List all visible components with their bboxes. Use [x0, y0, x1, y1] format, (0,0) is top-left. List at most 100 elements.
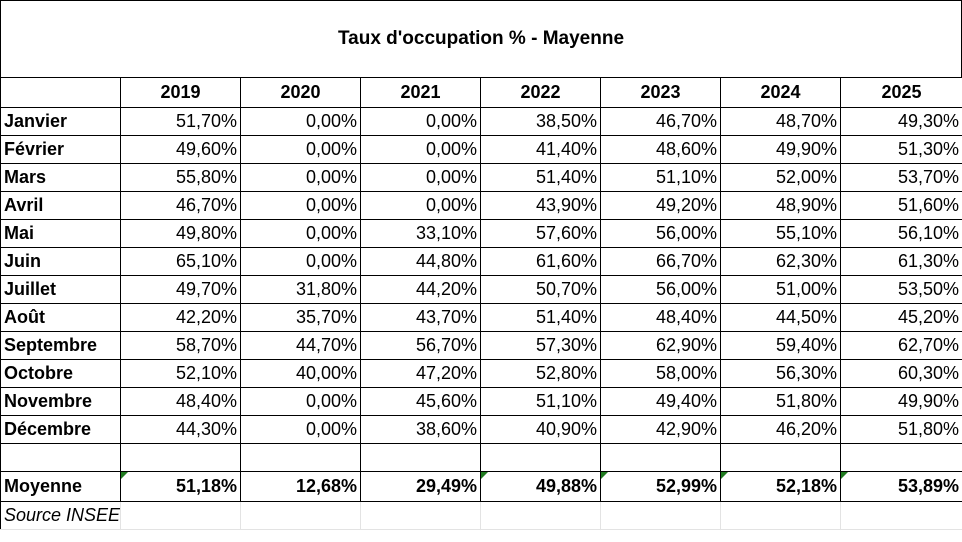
value-cell[interactable]: 57,60% — [480, 219, 601, 248]
value-cell[interactable]: 0,00% — [240, 163, 361, 192]
column-header-2020[interactable]: 2020 — [240, 77, 361, 108]
value-cell[interactable]: 40,90% — [480, 415, 601, 444]
average-value-cell[interactable]: 52,99% — [600, 471, 721, 502]
value-cell[interactable]: 0,00% — [240, 135, 361, 164]
value-cell[interactable]: 49,90% — [840, 387, 962, 416]
error-indicator-icon[interactable] — [841, 472, 848, 479]
value-cell[interactable]: 0,00% — [240, 415, 361, 444]
value-cell[interactable]: 51,80% — [840, 415, 962, 444]
value-cell[interactable]: 56,10% — [840, 219, 962, 248]
value-cell[interactable]: 51,10% — [480, 387, 601, 416]
average-value-cell[interactable]: 29,49% — [360, 471, 481, 502]
value-cell[interactable]: 55,80% — [120, 163, 241, 192]
error-indicator-icon[interactable] — [121, 472, 128, 479]
value-cell[interactable]: 47,20% — [360, 359, 481, 388]
value-cell[interactable]: 49,20% — [600, 191, 721, 220]
empty-cell[interactable] — [360, 501, 481, 530]
value-cell[interactable]: 44,70% — [240, 331, 361, 360]
empty-cell[interactable] — [600, 501, 721, 530]
value-cell[interactable]: 0,00% — [360, 191, 481, 220]
value-cell[interactable]: 51,00% — [720, 275, 841, 304]
row-label[interactable]: Janvier — [0, 107, 121, 136]
row-label[interactable]: Novembre — [0, 387, 121, 416]
value-cell[interactable]: 44,80% — [360, 247, 481, 276]
value-cell[interactable]: 0,00% — [240, 107, 361, 136]
value-cell[interactable]: 35,70% — [240, 303, 361, 332]
empty-cell[interactable] — [480, 501, 601, 530]
empty-cell[interactable] — [240, 501, 361, 530]
empty-cell[interactable] — [720, 501, 841, 530]
value-cell[interactable]: 49,70% — [120, 275, 241, 304]
value-cell[interactable]: 53,50% — [840, 275, 962, 304]
column-header-2021[interactable]: 2021 — [360, 77, 481, 108]
empty-cell[interactable] — [120, 443, 241, 472]
value-cell[interactable]: 38,60% — [360, 415, 481, 444]
value-cell[interactable]: 49,60% — [120, 135, 241, 164]
average-value-cell[interactable]: 52,18% — [720, 471, 841, 502]
value-cell[interactable]: 46,20% — [720, 415, 841, 444]
value-cell[interactable]: 42,20% — [120, 303, 241, 332]
value-cell[interactable]: 56,70% — [360, 331, 481, 360]
value-cell[interactable]: 58,70% — [120, 331, 241, 360]
value-cell[interactable]: 0,00% — [240, 219, 361, 248]
empty-cell[interactable] — [600, 443, 721, 472]
value-cell[interactable]: 46,70% — [120, 191, 241, 220]
column-header-2024[interactable]: 2024 — [720, 77, 841, 108]
value-cell[interactable]: 46,70% — [600, 107, 721, 136]
empty-cell[interactable] — [840, 443, 962, 472]
value-cell[interactable]: 51,40% — [480, 303, 601, 332]
value-cell[interactable]: 44,30% — [120, 415, 241, 444]
value-cell[interactable]: 48,90% — [720, 191, 841, 220]
empty-cell[interactable] — [840, 501, 962, 530]
value-cell[interactable]: 53,70% — [840, 163, 962, 192]
empty-cell[interactable] — [0, 443, 121, 472]
column-header-2023[interactable]: 2023 — [600, 77, 721, 108]
value-cell[interactable]: 62,70% — [840, 331, 962, 360]
value-cell[interactable]: 55,10% — [720, 219, 841, 248]
value-cell[interactable]: 44,20% — [360, 275, 481, 304]
row-label[interactable]: Octobre — [0, 359, 121, 388]
value-cell[interactable]: 38,50% — [480, 107, 601, 136]
value-cell[interactable]: 51,60% — [840, 191, 962, 220]
value-cell[interactable]: 43,70% — [360, 303, 481, 332]
value-cell[interactable]: 56,00% — [600, 275, 721, 304]
empty-cell[interactable] — [240, 443, 361, 472]
row-label[interactable]: Mai — [0, 219, 121, 248]
value-cell[interactable]: 51,10% — [600, 163, 721, 192]
value-cell[interactable]: 56,00% — [600, 219, 721, 248]
value-cell[interactable]: 40,00% — [240, 359, 361, 388]
value-cell[interactable]: 0,00% — [240, 247, 361, 276]
value-cell[interactable]: 44,50% — [720, 303, 841, 332]
value-cell[interactable]: 61,60% — [480, 247, 601, 276]
value-cell[interactable]: 66,70% — [600, 247, 721, 276]
value-cell[interactable]: 57,30% — [480, 331, 601, 360]
value-cell[interactable]: 48,60% — [600, 135, 721, 164]
row-label[interactable]: Juin — [0, 247, 121, 276]
value-cell[interactable]: 48,70% — [720, 107, 841, 136]
average-value-cell[interactable]: 53,89% — [840, 471, 962, 502]
error-indicator-icon[interactable] — [601, 472, 608, 479]
row-label[interactable]: Juillet — [0, 275, 121, 304]
average-value-cell[interactable]: 12,68% — [240, 471, 361, 502]
row-label[interactable]: Août — [0, 303, 121, 332]
value-cell[interactable]: 65,10% — [120, 247, 241, 276]
value-cell[interactable]: 42,90% — [600, 415, 721, 444]
value-cell[interactable]: 49,90% — [720, 135, 841, 164]
value-cell[interactable]: 0,00% — [360, 107, 481, 136]
source-note[interactable]: Source INSEE — [0, 501, 121, 530]
value-cell[interactable]: 52,00% — [720, 163, 841, 192]
value-cell[interactable]: 50,70% — [480, 275, 601, 304]
row-label[interactable]: Septembre — [0, 331, 121, 360]
row-label[interactable]: Février — [0, 135, 121, 164]
value-cell[interactable]: 51,40% — [480, 163, 601, 192]
empty-cell[interactable] — [480, 443, 601, 472]
column-header-2019[interactable]: 2019 — [120, 77, 241, 108]
value-cell[interactable]: 59,40% — [720, 331, 841, 360]
value-cell[interactable]: 51,70% — [120, 107, 241, 136]
empty-cell[interactable] — [360, 443, 481, 472]
value-cell[interactable]: 0,00% — [240, 387, 361, 416]
value-cell[interactable]: 48,40% — [600, 303, 721, 332]
value-cell[interactable]: 33,10% — [360, 219, 481, 248]
value-cell[interactable]: 61,30% — [840, 247, 962, 276]
column-header-2022[interactable]: 2022 — [480, 77, 601, 108]
